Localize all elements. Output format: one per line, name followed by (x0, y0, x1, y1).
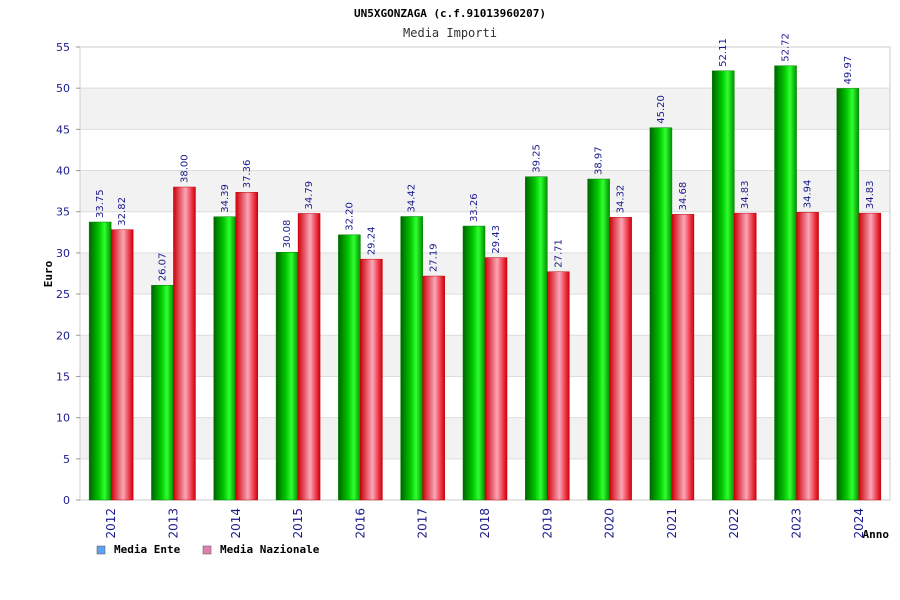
bar-media-nazionale (173, 186, 196, 501)
bar-media-nazionale (671, 214, 695, 501)
data-label-media-ente: 30.08 (282, 220, 293, 249)
y-tick-label: 30 (56, 247, 70, 260)
bar-media-ente (462, 225, 486, 501)
y-axis-ticks: 0 5 10 15 20 25 30 35 40 45 50 55 (56, 41, 80, 507)
data-label-media-ente: 33.26 (469, 193, 480, 222)
x-tick-label: 2018 (478, 508, 492, 539)
legend-label-ente: Media Ente (114, 543, 181, 556)
bar-media-ente (774, 65, 797, 501)
legend-swatch-ente (96, 545, 106, 555)
legend-label-nazionale: Media Nazionale (220, 543, 320, 556)
bar-media-nazionale (547, 271, 570, 501)
y-tick-label: 35 (56, 206, 70, 219)
data-label-media-ente: 38.97 (594, 146, 605, 175)
bar-media-ente (151, 285, 174, 501)
data-label-media-nazionale: 27.19 (429, 243, 440, 272)
x-tick-label: 2016 (353, 508, 367, 539)
x-tick-label: 2015 (291, 508, 305, 539)
bar-media-nazionale (733, 212, 757, 501)
data-label-media-nazionale: 34.32 (616, 185, 627, 214)
data-label-media-nazionale: 29.43 (491, 225, 502, 254)
y-tick-label: 20 (56, 329, 70, 342)
x-axis-ticks: 2012 2013 2014 2015 2016 2017 2018 2019 2020 2021… (104, 508, 866, 539)
x-tick-label: 2019 (540, 508, 554, 539)
data-label-media-ente: 49.97 (843, 56, 854, 85)
y-tick-label: 25 (56, 288, 70, 301)
x-tick-label: 2021 (665, 508, 679, 539)
data-label-media-nazionale: 29.24 (366, 227, 377, 256)
data-label-media-ente: 45.20 (656, 95, 667, 124)
bar-media-nazionale (422, 275, 445, 501)
grid-band (80, 170, 890, 212)
bar-media-ente (587, 178, 610, 501)
chart-title: UN5XGONZAGA (c.f.91013960207) (354, 7, 546, 20)
y-tick-label: 45 (56, 123, 70, 136)
bar-media-nazionale (858, 212, 882, 501)
bar-media-nazionale (796, 211, 819, 501)
x-axis-title: Anno (863, 528, 890, 541)
bar-media-ente (711, 70, 735, 501)
grid-band (80, 129, 890, 171)
y-tick-label: 10 (56, 412, 70, 425)
data-label-media-ente: 34.39 (220, 184, 231, 213)
legend: Media Ente Media Nazionale (96, 543, 320, 556)
data-label-media-nazionale: 34.83 (865, 180, 876, 209)
bar-media-ente (400, 216, 423, 501)
bar-media-ente (836, 88, 860, 501)
grid-band (80, 88, 890, 130)
x-tick-label: 2022 (727, 508, 741, 539)
data-label-media-ente: 34.42 (407, 184, 418, 213)
bar-media-ente (649, 127, 673, 501)
data-label-media-nazionale: 34.94 (803, 180, 814, 209)
data-label-media-nazionale: 38.00 (179, 154, 190, 183)
data-label-media-ente: 52.72 (781, 33, 792, 62)
bar-media-nazionale (110, 229, 134, 501)
data-labels: 33.75 32.82 26.07 38.00 34.39 37.36 30.08 34.79… (95, 33, 876, 281)
bar-media-ente (275, 252, 299, 501)
data-label-media-nazionale: 34.79 (304, 181, 315, 210)
data-label-media-ente: 52.11 (718, 38, 729, 67)
bar-media-nazionale (235, 192, 259, 501)
x-tick-label: 2023 (790, 508, 804, 539)
x-tick-label: 2020 (603, 508, 617, 539)
x-tick-label: 2017 (416, 508, 430, 539)
y-tick-label: 55 (56, 41, 70, 54)
grid-band (80, 47, 890, 89)
x-tick-label: 2024 (852, 508, 866, 539)
bar-media-ente (213, 216, 237, 501)
x-tick-label: 2012 (104, 508, 118, 539)
bar-media-nazionale (484, 257, 508, 501)
bar-media-ente (88, 221, 112, 501)
bar-media-nazionale (609, 217, 632, 501)
x-tick-label: 2014 (229, 508, 243, 539)
y-tick-label: 50 (56, 82, 70, 95)
y-tick-label: 5 (63, 453, 70, 466)
x-tick-label: 2013 (166, 508, 180, 539)
y-tick-label: 40 (56, 165, 70, 178)
legend-swatch-nazionale (202, 545, 212, 555)
bar-media-nazionale (360, 258, 383, 501)
data-label-media-ente: 33.75 (95, 189, 106, 218)
bar-media-nazionale (297, 213, 321, 501)
data-label-media-ente: 39.25 (531, 144, 542, 173)
data-label-media-nazionale: 32.82 (117, 197, 128, 226)
data-label-media-nazionale: 27.71 (553, 239, 564, 268)
data-label-media-nazionale: 34.83 (740, 180, 751, 209)
data-label-media-ente: 26.07 (157, 253, 168, 282)
chart-subtitle: Media Importi (403, 26, 497, 40)
bars (88, 65, 882, 501)
bar-media-ente (525, 176, 548, 501)
data-label-media-ente: 32.20 (344, 202, 355, 231)
bar-media-ente (338, 234, 361, 501)
data-label-media-nazionale: 37.36 (242, 160, 253, 189)
y-tick-label: 0 (63, 494, 70, 507)
y-axis-title: Euro (42, 260, 55, 287)
data-label-media-nazionale: 34.68 (678, 182, 689, 211)
y-tick-label: 15 (56, 370, 70, 383)
